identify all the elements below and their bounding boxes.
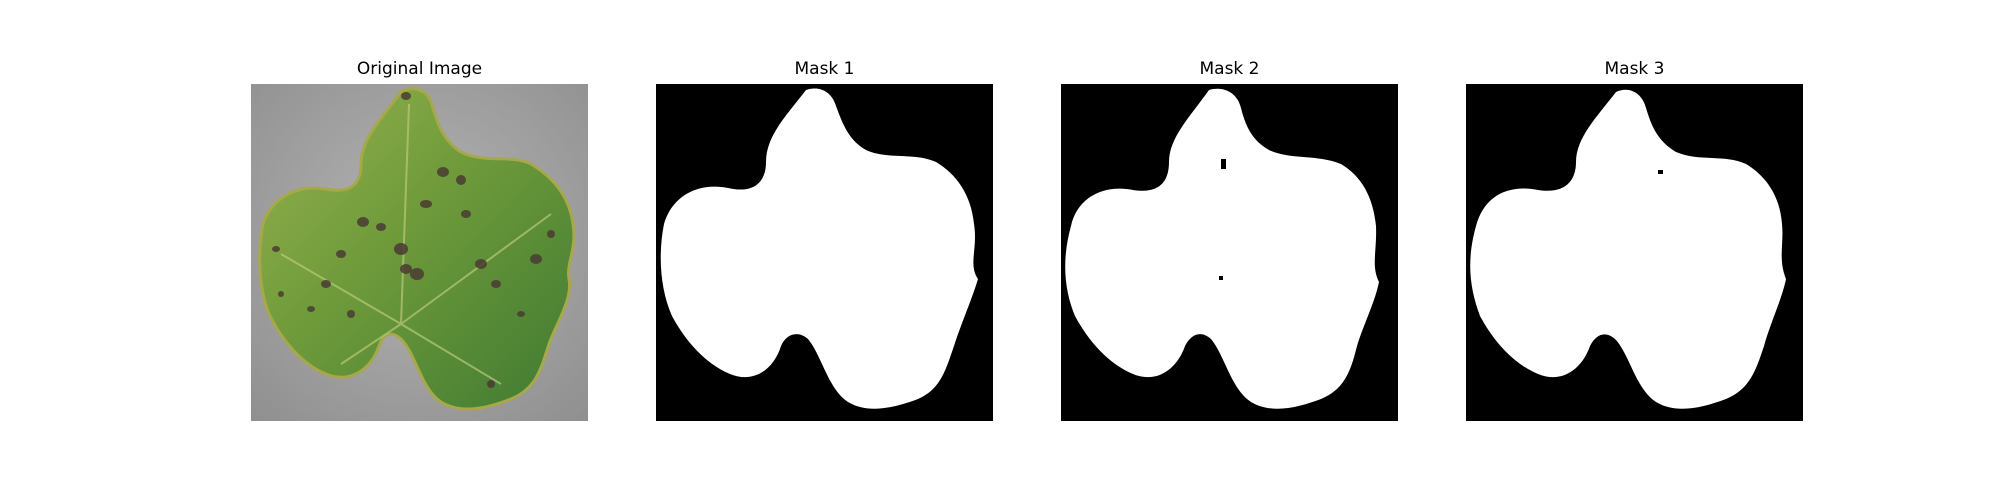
original-image — [251, 84, 588, 421]
panel-title-original: Original Image — [356, 59, 483, 79]
leaf-photo — [251, 84, 588, 421]
mask-1-image — [656, 84, 993, 421]
mask-2-image — [1061, 84, 1398, 421]
mask-2-shape — [1061, 84, 1398, 421]
panel-title-mask-1: Mask 1 — [794, 59, 855, 79]
mask-3-image — [1466, 84, 1803, 421]
panel-title-mask-2: Mask 2 — [1199, 59, 1260, 79]
mask-3-shape — [1466, 84, 1803, 421]
panel-title-mask-3: Mask 3 — [1604, 59, 1665, 79]
mask-1-shape — [656, 84, 993, 421]
